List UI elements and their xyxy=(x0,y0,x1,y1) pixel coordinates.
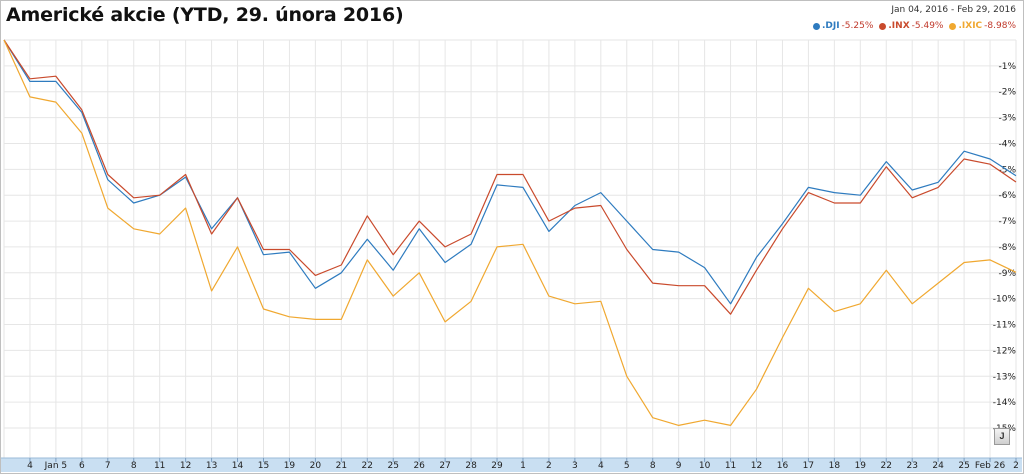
chart-title: Americké akcie (YTD, 29. února 2016) xyxy=(6,4,404,26)
x-tick-label: Jan 5 xyxy=(44,461,67,471)
x-axis: 4 Jan 5 6 7 8 11 12 13 14 15 19 20 21 22 25 26 27 28 29 1 2 3… xyxy=(27,458,1019,471)
legend-name-inx: .INX xyxy=(888,21,910,31)
x-tick-label: 27 xyxy=(439,461,450,471)
y-tick-label: -12% xyxy=(993,346,1017,356)
x-tick-label: 22 xyxy=(881,461,892,471)
x-tick-label: 24 xyxy=(932,461,944,471)
series-line-ixic[interactable] xyxy=(3,39,1017,426)
x-tick-label: 9 xyxy=(676,461,682,471)
legend-item-inx[interactable]: .INX -5.49% xyxy=(879,21,943,31)
series-line-dji[interactable] xyxy=(3,39,1017,305)
x-tick-label: 7 xyxy=(105,461,111,471)
legend-item-dji[interactable]: .DJI -5.25% xyxy=(812,21,874,31)
x-tick-label: 12 xyxy=(751,461,762,471)
y-tick-label: -7% xyxy=(998,217,1016,227)
y-tick-label: -6% xyxy=(998,191,1016,201)
legend-value-dji: -5.25% xyxy=(841,21,874,31)
y-tick-label: -8% xyxy=(998,243,1016,253)
legend-item-ixic[interactable]: .IXIC -8.98% xyxy=(949,21,1016,31)
x-tick-label: 16 xyxy=(777,461,789,471)
x-tick-label: 23 xyxy=(906,461,917,471)
x-tick-label: 26 xyxy=(413,461,425,471)
x-tick-label: 12 xyxy=(180,461,191,471)
x-tick-label: 19 xyxy=(855,461,867,471)
y-tick-label: -4% xyxy=(998,139,1016,149)
x-tick-label: 29 xyxy=(491,461,503,471)
x-tick-label: 6 xyxy=(79,461,85,471)
x-tick-label: 25 xyxy=(388,461,399,471)
x-tick-label: 17 xyxy=(803,461,814,471)
y-tick-label: -2% xyxy=(998,88,1016,98)
y-tick-label: -9% xyxy=(998,269,1016,279)
x-tick-label: 11 xyxy=(725,461,736,471)
x-tick-label: 28 xyxy=(465,461,477,471)
x-tick-label: 1 xyxy=(520,461,526,471)
x-tick-label: 8 xyxy=(131,461,137,471)
x-tick-label: 4 xyxy=(27,461,33,471)
zoom-button[interactable]: J xyxy=(994,428,1010,445)
y-tick-label: -1% xyxy=(998,62,1016,72)
legend: .DJI -5.25% .INX -5.49% .IXIC -8.98% xyxy=(812,21,1016,31)
y-tick-label: -10% xyxy=(993,295,1017,305)
series-line-inx[interactable] xyxy=(3,39,1017,315)
y-tick-label: -3% xyxy=(998,114,1016,124)
legend-dot-inx-icon xyxy=(879,22,887,30)
x-tick-label: 21 xyxy=(336,461,347,471)
legend-name-ixic: .IXIC xyxy=(958,21,983,31)
x-tick-label: 19 xyxy=(284,461,296,471)
series-lines xyxy=(3,39,1017,426)
x-axis-band xyxy=(1,457,1022,472)
x-tick-label: 22 xyxy=(362,461,373,471)
x-tick-label: 4 xyxy=(598,461,604,471)
x-tick-label: 18 xyxy=(829,461,841,471)
x-tick-label: 3 xyxy=(572,461,578,471)
x-tick-label: 15 xyxy=(258,461,269,471)
x-tick-label: 11 xyxy=(154,461,165,471)
y-tick-label: -11% xyxy=(993,321,1017,331)
y-tick-label: -13% xyxy=(993,372,1017,382)
x-tick-label: 10 xyxy=(699,461,711,471)
x-tick-label: Feb 26 xyxy=(975,461,1006,471)
date-range-label: Jan 04, 2016 - Feb 29, 2016 xyxy=(891,5,1016,15)
x-tick-label: 5 xyxy=(624,461,630,471)
x-tick-label: 13 xyxy=(206,461,217,471)
legend-value-inx: -5.49% xyxy=(911,21,944,31)
x-tick-label: 25 xyxy=(958,461,969,471)
x-tick-label: 8 xyxy=(650,461,656,471)
legend-value-ixic: -8.98% xyxy=(984,21,1016,31)
x-tick-label: 2 xyxy=(546,461,552,471)
x-tick-label: 20 xyxy=(310,461,322,471)
legend-name-dji: .DJI xyxy=(821,21,840,31)
x-tick-label: 2 xyxy=(1013,461,1019,471)
legend-dot-ixic-icon xyxy=(949,22,957,30)
x-tick-label: 14 xyxy=(232,461,244,471)
legend-dot-dji-icon xyxy=(812,22,820,30)
x-axis-band-bg xyxy=(1,458,1022,472)
y-tick-label: -14% xyxy=(993,398,1017,408)
grid xyxy=(3,39,1017,458)
